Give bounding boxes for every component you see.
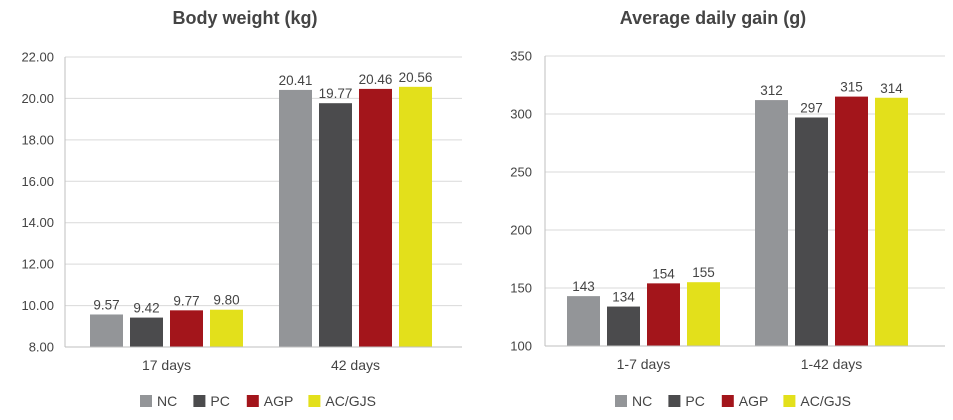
bar-ac-gjs	[399, 86, 432, 347]
bar-pc	[319, 103, 352, 347]
legend-swatch	[783, 395, 796, 407]
bar-agp	[170, 310, 203, 347]
legend-label: AGP	[264, 393, 294, 409]
average-daily-gain-chart: Average daily gain (g) 100 150 200 250 300 35…	[510, 8, 945, 409]
legend-swatch	[668, 395, 681, 407]
y-tick-label: 350	[510, 49, 532, 64]
legend-swatch	[246, 395, 259, 407]
bar-pc	[130, 317, 163, 347]
bar-ac-gjs	[687, 282, 720, 346]
x-category-label: 17 days	[142, 357, 191, 373]
bar-pc	[795, 117, 828, 346]
bar-nc	[279, 89, 312, 347]
bar-agp	[647, 283, 680, 346]
legend-label: AC/GJS	[325, 393, 376, 409]
y-tick-label: 300	[510, 107, 532, 122]
y-tick-label: 22.00	[21, 50, 54, 65]
data-label: 315	[840, 80, 863, 95]
data-label: 154	[652, 266, 675, 281]
legend-swatch	[140, 395, 152, 407]
legend-swatch	[193, 395, 206, 407]
data-label: 20.41	[279, 73, 313, 88]
y-tick-label: 14.00	[21, 215, 54, 230]
body-weight-chart: Body weight (kg) 8.00 10.00 12.00 14.00 16.0…	[21, 8, 462, 409]
legend-label: PC	[210, 393, 229, 409]
legend-label: PC	[685, 393, 704, 409]
data-label: 20.46	[359, 72, 393, 87]
legend-swatch	[308, 395, 321, 407]
y-tick-label: 8.00	[29, 340, 54, 355]
x-category-label: 42 days	[331, 357, 380, 373]
legend-swatch	[721, 395, 734, 407]
x-category-label: 1-7 days	[617, 356, 671, 372]
legend-label: NC	[157, 393, 177, 409]
y-tick-label: 20.00	[21, 91, 54, 106]
y-tick-label: 12.00	[21, 257, 54, 272]
bar-pc	[607, 306, 640, 346]
bar-nc	[755, 100, 788, 346]
data-label: 312	[760, 83, 783, 98]
y-tick-label: 16.00	[21, 174, 54, 189]
data-label: 20.56	[399, 70, 433, 85]
bar-ac-gjs	[210, 309, 243, 347]
chart-title: Average daily gain (g)	[620, 8, 806, 28]
data-label: 19.77	[319, 86, 353, 101]
data-label: 9.42	[133, 301, 159, 316]
x-category-label: 1-42 days	[801, 356, 862, 372]
data-label: 9.57	[93, 297, 119, 312]
bar-ac-gjs	[875, 97, 908, 346]
bar-nc	[90, 314, 123, 347]
chart-title: Body weight (kg)	[173, 8, 318, 28]
data-label: 297	[800, 100, 823, 115]
y-tick-label: 250	[510, 165, 532, 180]
legend-label: NC	[632, 393, 652, 409]
y-tick-label: 100	[510, 339, 532, 354]
bar-agp	[359, 88, 392, 348]
y-tick-label: 200	[510, 223, 532, 238]
data-label: 9.80	[213, 293, 239, 308]
bar-agp	[835, 96, 868, 346]
bar-nc	[567, 296, 600, 346]
data-label: 143	[572, 279, 595, 294]
legend-label: AC/GJS	[800, 393, 851, 409]
legend-swatch	[615, 395, 627, 407]
data-label: 9.77	[173, 293, 199, 308]
data-label: 155	[692, 265, 715, 280]
y-tick-label: 18.00	[21, 132, 54, 147]
data-label: 314	[880, 81, 903, 96]
data-label: 134	[612, 290, 635, 305]
legend-label: AGP	[739, 393, 769, 409]
y-tick-label: 150	[510, 281, 532, 296]
y-tick-label: 10.00	[21, 298, 54, 313]
